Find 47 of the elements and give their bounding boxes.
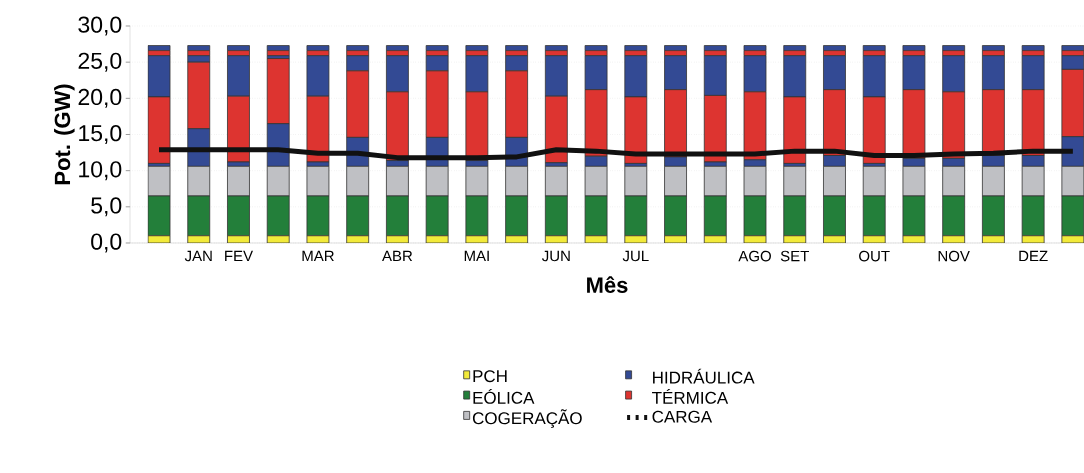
- bar: [346, 70, 370, 138]
- bar: [227, 195, 250, 237]
- bar: [266, 195, 290, 237]
- bar: [386, 195, 409, 237]
- bar: [703, 195, 727, 237]
- x-tick-label: JAN: [184, 250, 212, 262]
- x-tick-label: FEV: [225, 250, 253, 262]
- bar: [664, 195, 687, 237]
- x-tick-label: MAR: [302, 250, 334, 262]
- legend-label: TÉRMICA: [652, 388, 729, 404]
- y-axis-title: Pot. (GW): [54, 84, 75, 185]
- x-tick-label: JUL: [622, 250, 649, 262]
- x-tick-label: ABR: [382, 250, 413, 262]
- legend-label: CARGA: [652, 410, 713, 423]
- bar: [624, 195, 648, 237]
- y-tick-label: 30,0: [78, 16, 122, 36]
- bar: [187, 61, 211, 130]
- bar: [544, 195, 568, 237]
- x-tick-label: NOV: [938, 250, 970, 262]
- bar: [266, 58, 290, 125]
- y-tick-label: 0,0: [91, 233, 122, 253]
- bar: [505, 70, 529, 138]
- bar: [783, 195, 807, 237]
- legend-label: HIDRÁULICA: [653, 368, 755, 384]
- y-tick-label: 5,0: [91, 197, 122, 217]
- bar: [862, 195, 886, 237]
- bar: [187, 195, 211, 237]
- y-tick-label: 25,0: [78, 52, 122, 72]
- x-tick-label: OUT: [859, 250, 890, 262]
- y-tick-label: 10,0: [79, 161, 122, 181]
- x-tick-label: AGO: [738, 250, 771, 262]
- bar: [823, 195, 846, 237]
- legend-label: EÓLICA: [473, 388, 535, 404]
- y-tick-label: 15,0: [79, 124, 122, 144]
- bar: [982, 195, 1005, 237]
- y-tick-label: 20,0: [78, 88, 122, 108]
- x-tick-label: SET: [780, 250, 809, 262]
- bar: [942, 195, 966, 237]
- bar: [425, 70, 449, 138]
- legend-label: PCH: [473, 370, 507, 383]
- x-tick-label: JUN: [542, 250, 570, 262]
- x-tick-label: MAI: [464, 250, 489, 262]
- x-axis-title: Mês: [587, 276, 628, 293]
- legend-label: COGERAÇÃO: [472, 409, 582, 428]
- x-tick-label: DEZ: [1019, 250, 1048, 262]
- bar: [505, 195, 529, 237]
- bar: [346, 195, 370, 237]
